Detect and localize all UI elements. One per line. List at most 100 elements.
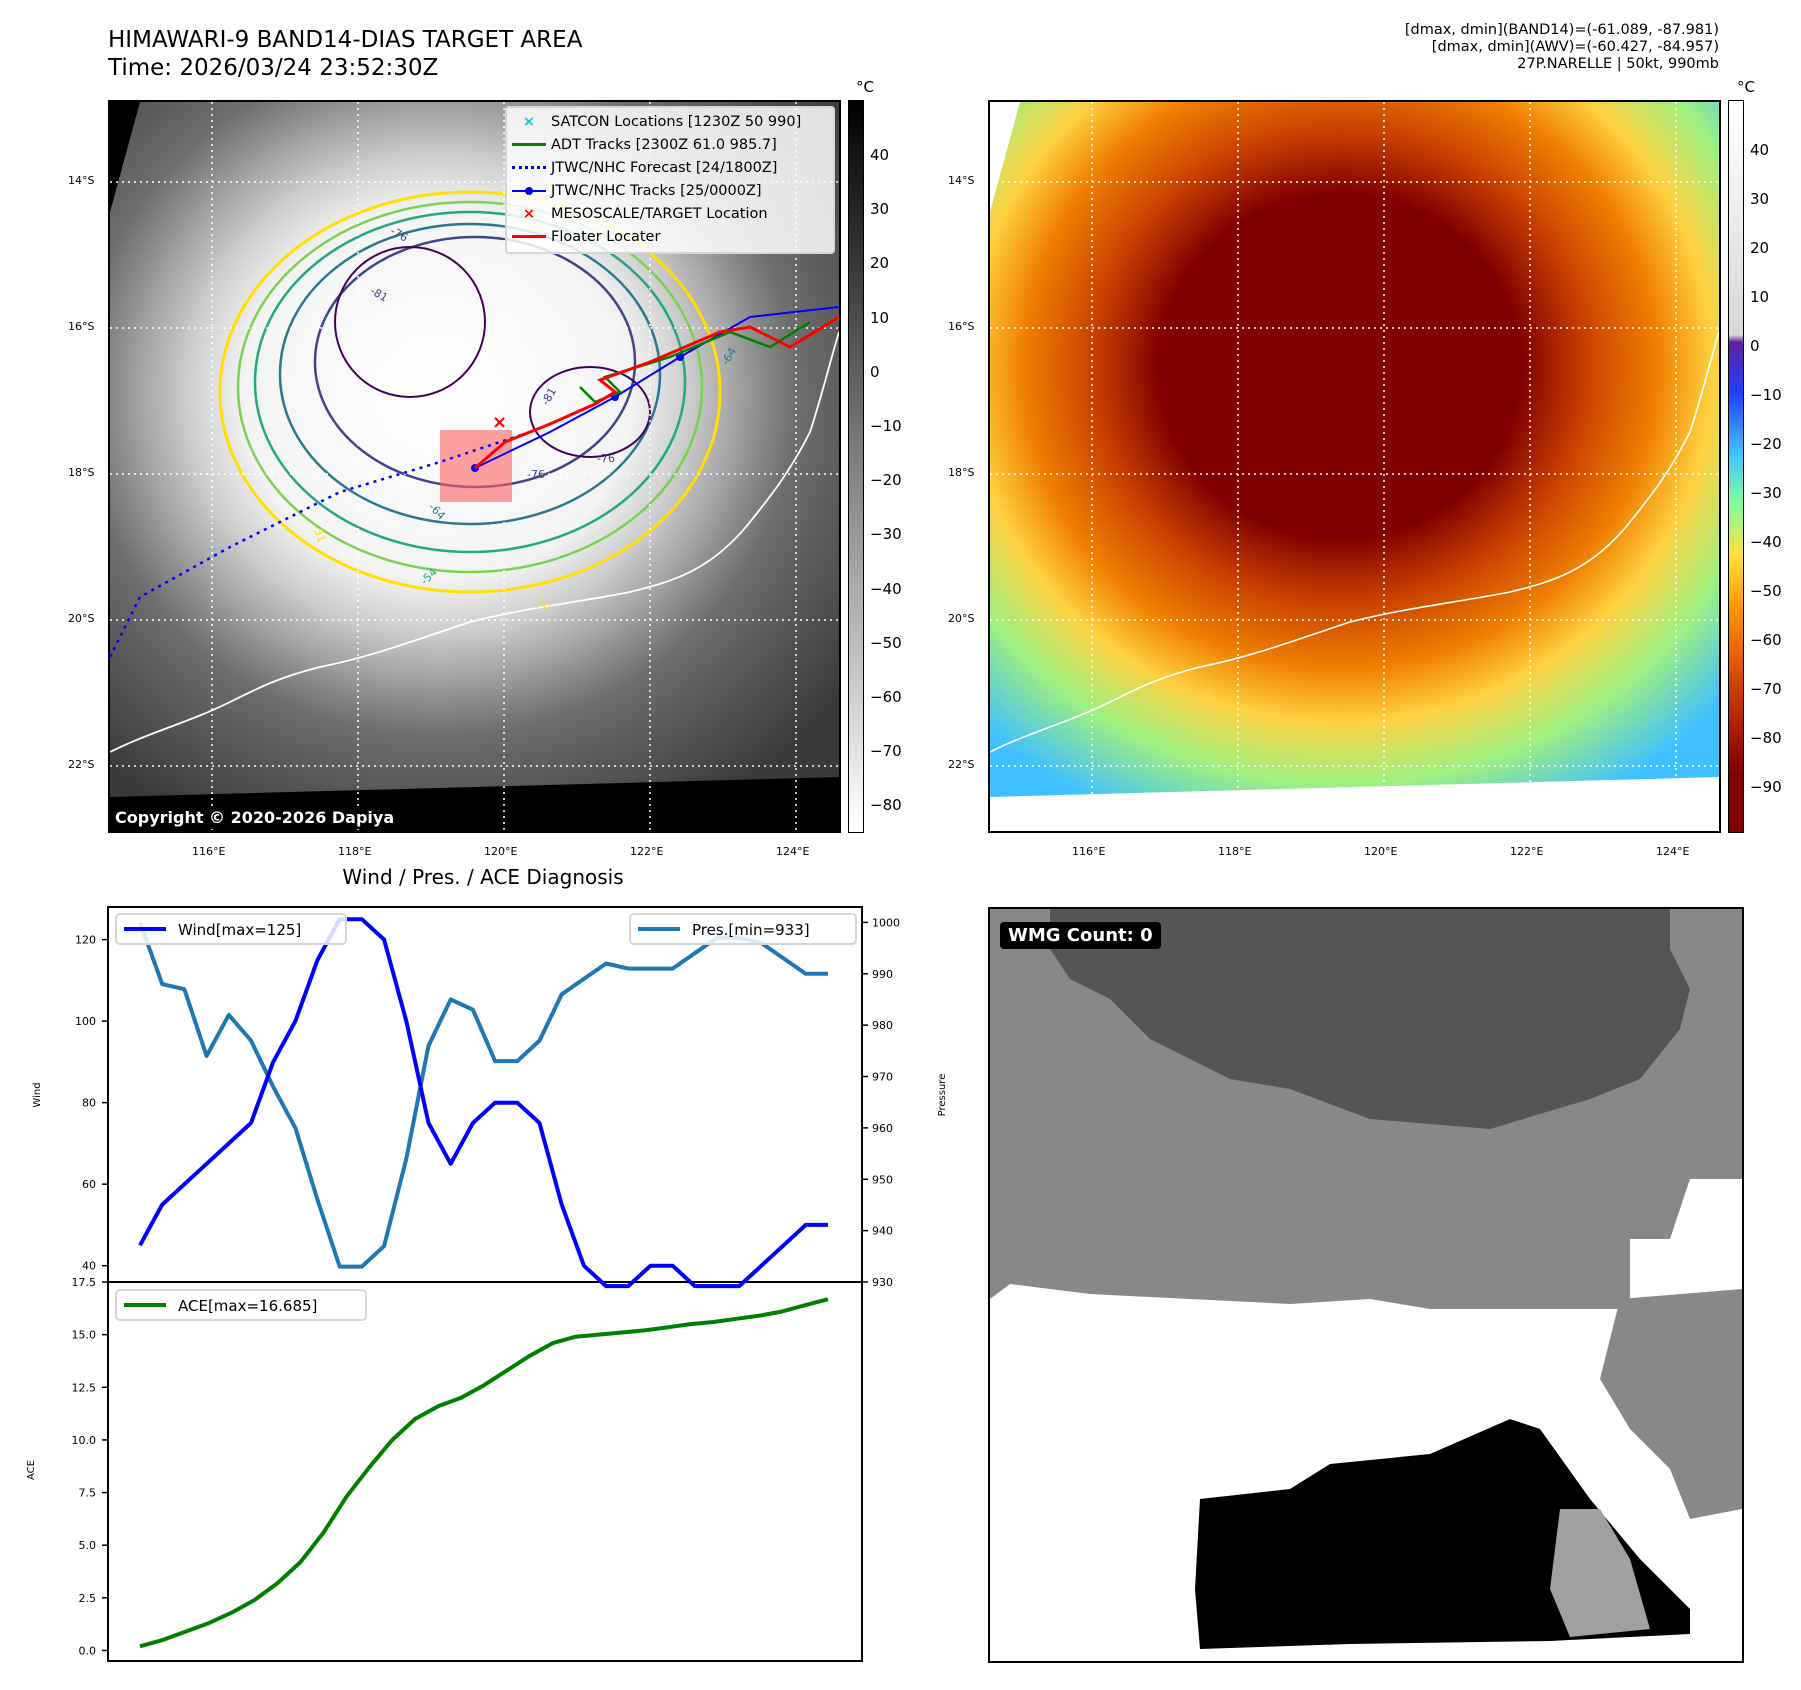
ace-legend (115, 1289, 367, 1321)
lat-tick: 16°S (68, 320, 95, 333)
pressure-tick-label: 990 (872, 968, 893, 981)
right-map-canvas (990, 102, 1719, 831)
colorbar-tick-label: −70 (870, 742, 902, 761)
legend-item-forecast: JTWC/NHC Forecast [24/1800Z] (507, 156, 833, 179)
wind-legend-label: Wind[max=125] (178, 921, 301, 939)
colorbar-tick-label: −20 (870, 471, 902, 490)
colorbar-tick-label: −40 (870, 579, 902, 598)
legend-label: JTWC/NHC Tracks [25/0000Z] (551, 182, 762, 199)
legend-label: MESOSCALE/TARGET Location (551, 205, 768, 222)
wmg-region-dark (1050, 909, 1690, 1129)
wmg-region-gray-east (1600, 1289, 1742, 1519)
wmg-canvas (990, 909, 1742, 1649)
colorbar-unit: °C (856, 78, 874, 96)
colorbar-tick-label: 40 (1750, 141, 1770, 159)
floater-locater-track (474, 315, 839, 470)
stats-awv: [dmax, dmin](AWV)=(-60.427, -84.957) (1431, 39, 1719, 55)
legend-item-floater: Floater Locater (507, 225, 833, 248)
lat-tick: 18°S (948, 466, 975, 479)
chart-frame (107, 906, 863, 1662)
lon-tick: 116°E (192, 845, 226, 858)
x-marker-icon: × (522, 205, 536, 222)
colorbar-tick-label: −80 (1750, 729, 1782, 747)
pressure-tick-label: 970 (872, 1071, 893, 1084)
lat-tick: 14°S (948, 174, 975, 187)
ace-axis-label: ACE (26, 1460, 37, 1480)
colorbar-tick-label: 30 (870, 200, 890, 219)
mesoscale-target-marker: × (492, 412, 507, 433)
wind-tick-label: 120 (75, 934, 96, 947)
figure-stats: [dmax, dmin](BAND14)=(-61.089, -87.981)[… (1405, 22, 1719, 73)
lat-tick: 22°S (68, 758, 95, 771)
colorbar-tick-label: −10 (1750, 386, 1782, 404)
legend-item-jtwc-tracks: JTWC/NHC Tracks [25/0000Z] (507, 179, 833, 202)
wind-axis-label: Wind (32, 1082, 43, 1107)
ace-tick-label: 15.0 (72, 1329, 97, 1342)
contour-64 (278, 222, 662, 526)
line-icon (507, 235, 551, 238)
lat-tick: 20°S (948, 612, 975, 625)
title-timestamp: Time: 2026/03/24 23:52:30Z (108, 55, 439, 81)
colorbar-tick-label: −10 (870, 417, 902, 435)
coastline (990, 331, 1719, 753)
lon-tick: 124°E (1656, 845, 1690, 858)
wmg-region-light (1550, 1509, 1650, 1637)
title-line-1: HIMAWARI-9 BAND14-DIAS TARGET AREA (108, 27, 583, 53)
wmg-count-badge: WMG Count: 0 (1000, 922, 1161, 949)
pressure-legend-label: Pres.[min=933] (692, 921, 810, 939)
colorbar-tick-label: −80 (870, 796, 902, 815)
lon-tick: 116°E (1072, 845, 1106, 858)
pressure-tick-label: 950 (872, 1173, 893, 1186)
ace-tick-label: 2.5 (79, 1592, 97, 1605)
copyright-label: Copyright © 2020-2026 Dapiya (109, 806, 401, 829)
colorbar-tick-label: −40 (1750, 533, 1782, 551)
wmg-panel (988, 907, 1744, 1663)
colorbar-unit: °C (1737, 78, 1755, 96)
pressure-tick-label: 960 (872, 1122, 893, 1135)
pressure-line (138, 921, 828, 1269)
right-satellite-map (988, 100, 1721, 833)
ace-tick-label: 17.5 (72, 1276, 97, 1289)
colorbar-tick-label: 0 (1750, 337, 1760, 355)
lat-tick: 22°S (948, 758, 975, 771)
wind-line (138, 917, 828, 1289)
stats-band14: [dmax, dmin](BAND14)=(-61.089, -87.981) (1404, 22, 1719, 38)
map-legend: × SATCON Locations [1230Z 50 990] ADT Tra… (505, 106, 835, 254)
wind-legend (115, 913, 347, 945)
contour-label: -76 (527, 468, 545, 481)
lon-tick: 120°E (1364, 845, 1398, 858)
figure-title: HIMAWARI-9 BAND14-DIAS TARGET AREA Time: … (108, 26, 582, 82)
legend-item-adt: ADT Tracks [2300Z 61.0 985.7] (507, 133, 833, 156)
left-map-canvas: × (110, 102, 839, 831)
colorbar-tick-label: 10 (870, 308, 890, 327)
colorbar-tick-label: 20 (870, 254, 890, 273)
map-gridlines (990, 102, 1719, 831)
lon-tick: 118°E (338, 845, 372, 858)
line-dot-icon (507, 186, 551, 195)
jtwc-track (474, 306, 839, 469)
lat-tick: 14°S (68, 174, 95, 187)
legend-label: JTWC/NHC Forecast [24/1800Z] (551, 159, 778, 176)
legend-item-mesoscale: × MESOSCALE/TARGET Location (507, 202, 833, 225)
ace-tick-label: 10.0 (72, 1434, 97, 1447)
pressure-tick-label: 1000 (872, 916, 900, 929)
legend-label: Floater Locater (551, 228, 661, 245)
ace-tick-label: 7.5 (79, 1487, 97, 1500)
contour-81-west (334, 246, 486, 398)
wind-tick-label: 100 (75, 1015, 96, 1028)
pressure-tick-label: 930 (872, 1276, 893, 1289)
colorbar-tick-label: −50 (870, 633, 902, 652)
colorbar-tick-label: 40 (870, 146, 890, 164)
colorbar-tick-label: −70 (1750, 680, 1782, 698)
ace-tick-label: 12.5 (72, 1381, 97, 1394)
lon-tick: 118°E (1218, 845, 1252, 858)
right-colorbar (1728, 100, 1744, 833)
pressure-axis-label: Pressure (937, 1074, 948, 1117)
contour-42 (236, 200, 704, 574)
lon-tick: 122°E (630, 845, 664, 858)
pressure-tick-label: 940 (872, 1225, 893, 1238)
colorbar-tick-label: 20 (1750, 239, 1770, 257)
lon-tick: 120°E (484, 845, 518, 858)
awv-imagery (990, 102, 1719, 797)
coastline (110, 331, 839, 753)
